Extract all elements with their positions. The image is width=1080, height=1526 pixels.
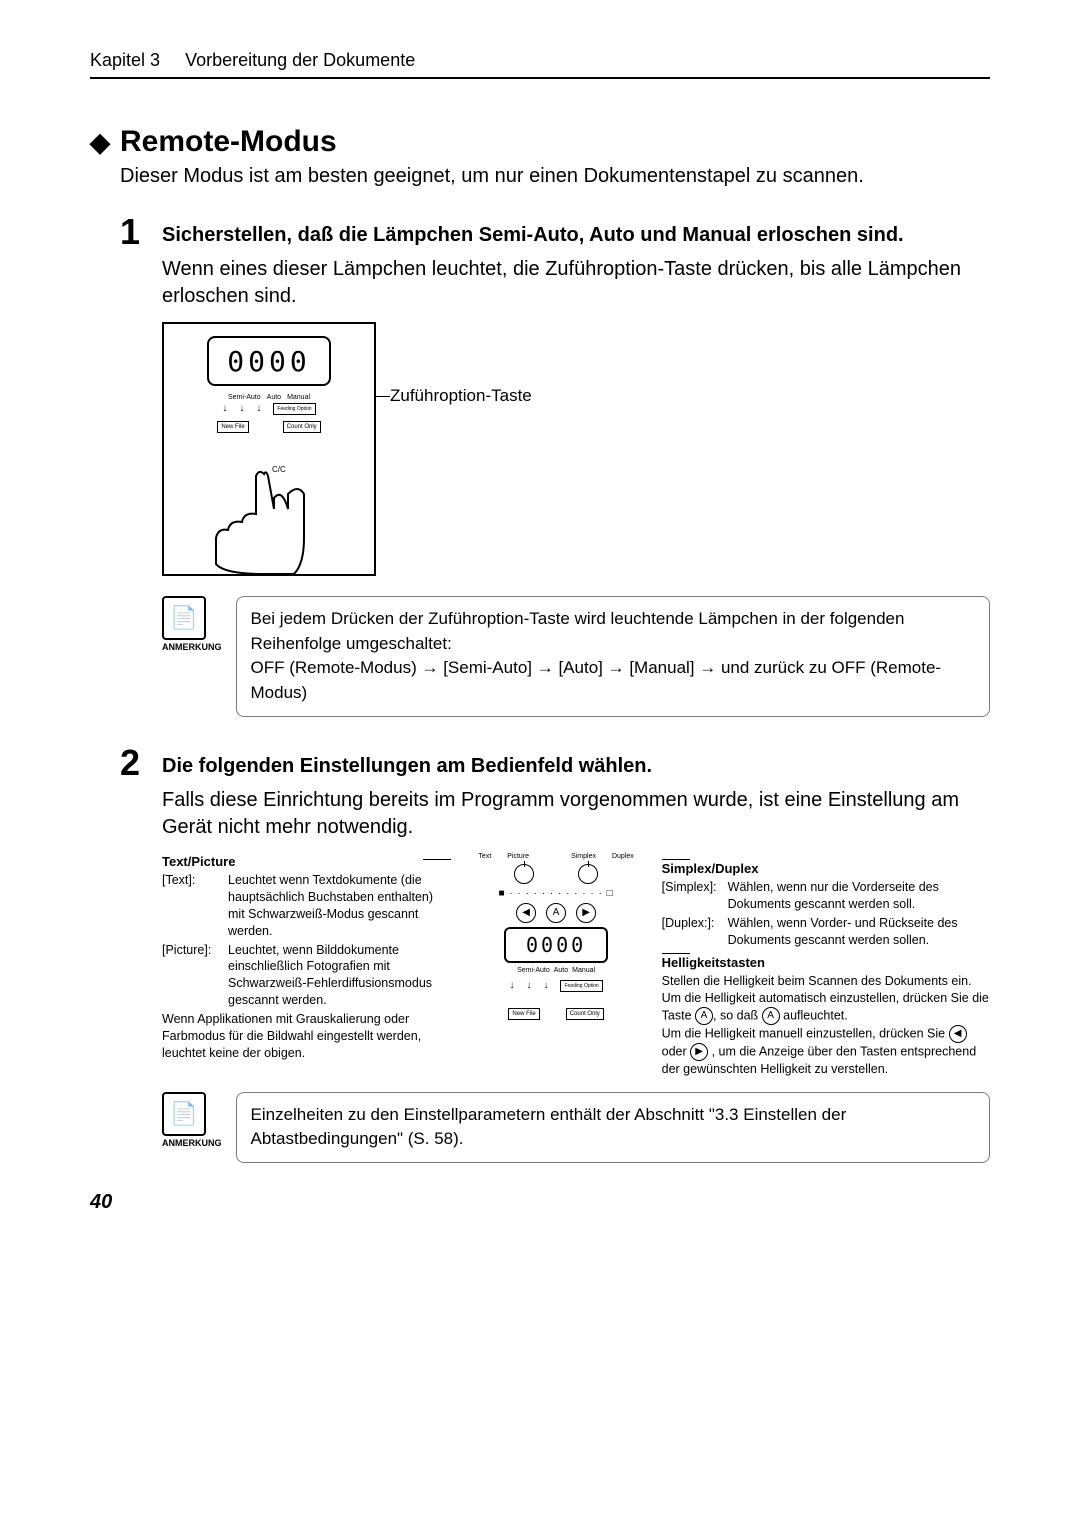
text-key: [Text]: [162,872,222,940]
right-arrow-button: ▶ [576,903,596,923]
note-1-line1: Bei jedem Drücken der Zuführoption-Taste… [251,609,905,653]
feeding-option-button: Feeding Option [273,403,315,415]
count-only-button: Count Only [283,421,321,433]
figure-1-panel: 0000 Semi-Auto Auto Manual ↓ ↓ ↓ Feeding… [162,322,376,576]
arrow-icon: ↓ [256,403,261,415]
label-picture: Picture [507,853,529,860]
note-icon: 📄 ANMERKUNG [162,596,222,652]
figure-1: 0000 Semi-Auto Auto Manual ↓ ↓ ↓ Feeding… [162,322,990,576]
document-icon: 📄 [162,1092,206,1136]
control-panel-graphic: Text Picture Simplex Duplex ■ · · · · · … [467,853,646,1020]
arrow-icons: ↓ ↓ ↓ Feeding Option [164,403,374,415]
section-title-text: Remote-Modus [120,125,337,159]
arrow-icon: ↓ [509,980,514,992]
document-icon: 📄 [162,596,206,640]
step-1-heading: Sicherstellen, daß die Lämpchen Semi-Aut… [162,214,904,250]
chapter-header: Kapitel 3 Vorbereitung der Dokumente [90,50,990,79]
figure-1-callout: Zuführoption-Taste [390,386,532,406]
label-manual: Manual [287,394,310,401]
brightness-title: Helligkeitstasten [662,954,990,972]
simplex-duplex-title: Simplex/Duplex [662,860,990,878]
step-2-body: Falls diese Einrichtung bereits im Progr… [162,787,990,841]
arrow-icon: ↓ [239,403,244,415]
left-column: Text/Picture [Text]: Leuchtet wenn Textd… [162,853,451,1062]
note-2-label: ANMERKUNG [162,1138,222,1148]
new-file-button-2: New File [508,1008,539,1020]
brightness-line2: Um die Helligkeit automatisch einzustell… [662,990,990,1025]
note-2: 📄 ANMERKUNG Einzelheiten zu den Einstell… [162,1092,990,1163]
chapter-num: Kapitel 3 [90,50,160,70]
label-semi: Semi-Auto [228,394,261,401]
text-picture-title: Text/Picture [162,853,451,871]
step-1-body: Wenn eines dieser Lämpchen leuchtet, die… [162,256,990,310]
right-arrow-inline-icon: ▶ [690,1043,708,1061]
text-value: Leuchtet wenn Textdokumente (die hauptsä… [228,872,451,940]
label-duplex: Duplex [612,853,634,860]
step-1-number: 1 [120,214,150,250]
section-intro: Dieser Modus ist am besten geeignet, um … [120,163,990,190]
control-panel-area: Text/Picture [Text]: Leuchtet wenn Textd… [162,853,990,1078]
duplex-key: [Duplex:]: [662,915,722,949]
feeding-option-button-2: Feeding Option [560,980,602,992]
hand-icon: C/C [164,464,374,574]
picture-value: Leuchtet, wenn Bilddokumente einschließl… [228,942,451,1010]
step-1: 1 Sicherstellen, daß die Lämpchen Semi-A… [120,214,990,250]
duplex-value: Wählen, wenn Vorder- und Rückseite des D… [728,915,990,949]
brightness-line3: Um die Helligkeit manuell einzustellen, … [662,1025,990,1078]
panel-mode-labels: Semi-Auto Auto Manual [164,394,374,401]
label-auto: Auto [267,394,281,401]
label-simplex: Simplex [571,853,596,860]
note-1: 📄 ANMERKUNG Bei jedem Drücken der Zuführ… [162,596,990,717]
left-arrow-button: ◀ [516,903,536,923]
auto-button: A [546,903,566,923]
note-icon: 📄 ANMERKUNG [162,1092,222,1148]
note-1-text: Bei jedem Drücken der Zuführoption-Taste… [236,596,991,717]
section-title: ◆ Remote-Modus [90,125,990,159]
a-button-inline-icon: A [762,1007,780,1025]
note-1-label: ANMERKUNG [162,642,222,652]
note-2-text: Einzelheiten zu den Einstellparametern e… [236,1092,991,1163]
count-only-button-2: Count Only [566,1008,604,1020]
button-row: New File Count Only [164,421,374,433]
arrow-icon: ↓ [543,980,548,992]
label-text: Text [478,853,491,860]
step-2: 2 Die folgenden Einstellungen am Bedienf… [120,745,990,781]
diamond-icon: ◆ [90,127,110,158]
picture-key: [Picture]: [162,942,222,1010]
arrow-icon: ↓ [222,403,227,415]
brightness-scale: ■ · · · · · · · · · · · · □ [499,888,614,899]
simplex-key: [Simplex]: [662,879,722,913]
knob-icon [514,864,534,884]
arrow-icon: ↓ [526,980,531,992]
label-auto-2: Auto [554,967,568,974]
label-manual-2: Manual [572,967,595,974]
left-extra: Wenn Applikationen mit Grauskalierung od… [162,1011,451,1062]
new-file-button: New File [217,421,248,433]
step-2-heading: Die folgenden Einstellungen am Bedienfel… [162,745,652,781]
simplex-value: Wählen, wenn nur die Vorderseite des Dok… [728,879,990,913]
page-number: 40 [90,1191,990,1214]
left-arrow-inline-icon: ◀ [949,1025,967,1043]
note-1-line2: OFF (Remote-Modus) → [Semi-Auto] → [Auto… [251,658,942,702]
counter-display: 0000 [207,336,331,386]
label-semi-2: Semi-Auto [517,967,550,974]
chapter-title: Vorbereitung der Dokumente [185,50,415,70]
counter-display-2: 0000 [504,927,608,963]
brightness-line1: Stellen die Helligkeit beim Scannen des … [662,973,990,990]
knob-icon [578,864,598,884]
step-2-number: 2 [120,745,150,781]
cc-label: C/C [272,465,286,474]
a-button-inline-icon: A [695,1007,713,1025]
right-column: Simplex/Duplex [Simplex]: Wählen, wenn n… [662,853,990,1078]
